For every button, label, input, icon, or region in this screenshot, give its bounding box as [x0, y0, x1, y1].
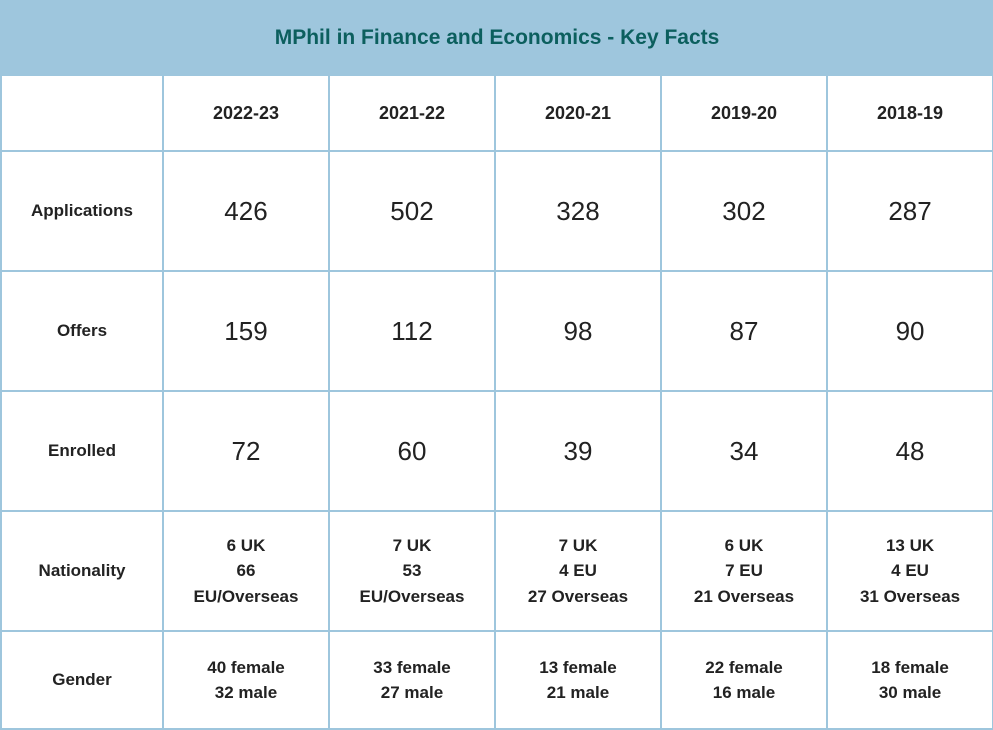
row-label-offers: Offers: [1, 271, 163, 391]
nationality-line: 27 Overseas: [528, 587, 628, 606]
offers-row: Offers 159 112 98 87 90: [1, 271, 993, 391]
gender-line: 40 female: [207, 658, 285, 677]
nationality-line: 4 EU: [559, 561, 597, 580]
applications-value: 502: [329, 151, 495, 271]
offers-value: 87: [661, 271, 827, 391]
gender-line: 33 female: [373, 658, 451, 677]
applications-value: 287: [827, 151, 993, 271]
gender-row: Gender 40 female 32 male 33 female 27 ma…: [1, 631, 993, 729]
offers-value: 159: [163, 271, 329, 391]
enrolled-value: 34: [661, 391, 827, 511]
year-header: 2020-21: [495, 75, 661, 151]
table-title: MPhil in Finance and Economics - Key Fac…: [1, 1, 993, 75]
nationality-line: 13 UK: [886, 536, 934, 555]
title-row: MPhil in Finance and Economics - Key Fac…: [1, 1, 993, 75]
key-facts-table: MPhil in Finance and Economics - Key Fac…: [0, 0, 993, 730]
nationality-line: EU/Overseas: [194, 587, 299, 606]
gender-cell: 13 female 21 male: [495, 631, 661, 729]
nationality-line: 31 Overseas: [860, 587, 960, 606]
gender-line: 22 female: [705, 658, 783, 677]
row-label-enrolled: Enrolled: [1, 391, 163, 511]
nationality-line: 7 EU: [725, 561, 763, 580]
applications-row: Applications 426 502 328 302 287: [1, 151, 993, 271]
header-blank: [1, 75, 163, 151]
nationality-line: 6 UK: [227, 536, 266, 555]
nationality-line: 66: [237, 561, 256, 580]
nationality-row: Nationality 6 UK 66 EU/Overseas 7 UK 53 …: [1, 511, 993, 631]
offers-value: 98: [495, 271, 661, 391]
offers-value: 112: [329, 271, 495, 391]
applications-value: 426: [163, 151, 329, 271]
applications-value: 302: [661, 151, 827, 271]
row-label-gender: Gender: [1, 631, 163, 729]
nationality-line: 6 UK: [725, 536, 764, 555]
enrolled-value: 39: [495, 391, 661, 511]
nationality-line: 7 UK: [559, 536, 598, 555]
nationality-line: 53: [403, 561, 422, 580]
row-label-applications: Applications: [1, 151, 163, 271]
enrolled-value: 48: [827, 391, 993, 511]
gender-line: 16 male: [713, 683, 775, 702]
year-header: 2022-23: [163, 75, 329, 151]
nationality-line: EU/Overseas: [360, 587, 465, 606]
gender-cell: 18 female 30 male: [827, 631, 993, 729]
gender-line: 30 male: [879, 683, 941, 702]
gender-line: 32 male: [215, 683, 277, 702]
applications-value: 328: [495, 151, 661, 271]
nationality-cell: 7 UK 4 EU 27 Overseas: [495, 511, 661, 631]
year-header: 2021-22: [329, 75, 495, 151]
gender-line: 13 female: [539, 658, 617, 677]
gender-cell: 33 female 27 male: [329, 631, 495, 729]
year-header-row: 2022-23 2021-22 2020-21 2019-20 2018-19: [1, 75, 993, 151]
enrolled-value: 72: [163, 391, 329, 511]
gender-line: 27 male: [381, 683, 443, 702]
row-label-nationality: Nationality: [1, 511, 163, 631]
gender-cell: 22 female 16 male: [661, 631, 827, 729]
nationality-cell: 6 UK 7 EU 21 Overseas: [661, 511, 827, 631]
nationality-line: 21 Overseas: [694, 587, 794, 606]
nationality-cell: 6 UK 66 EU/Overseas: [163, 511, 329, 631]
offers-value: 90: [827, 271, 993, 391]
nationality-cell: 7 UK 53 EU/Overseas: [329, 511, 495, 631]
nationality-cell: 13 UK 4 EU 31 Overseas: [827, 511, 993, 631]
gender-line: 21 male: [547, 683, 609, 702]
key-facts-table-container: MPhil in Finance and Economics - Key Fac…: [0, 0, 993, 730]
enrolled-row: Enrolled 72 60 39 34 48: [1, 391, 993, 511]
nationality-line: 7 UK: [393, 536, 432, 555]
year-header: 2018-19: [827, 75, 993, 151]
gender-cell: 40 female 32 male: [163, 631, 329, 729]
enrolled-value: 60: [329, 391, 495, 511]
gender-line: 18 female: [871, 658, 949, 677]
year-header: 2019-20: [661, 75, 827, 151]
nationality-line: 4 EU: [891, 561, 929, 580]
